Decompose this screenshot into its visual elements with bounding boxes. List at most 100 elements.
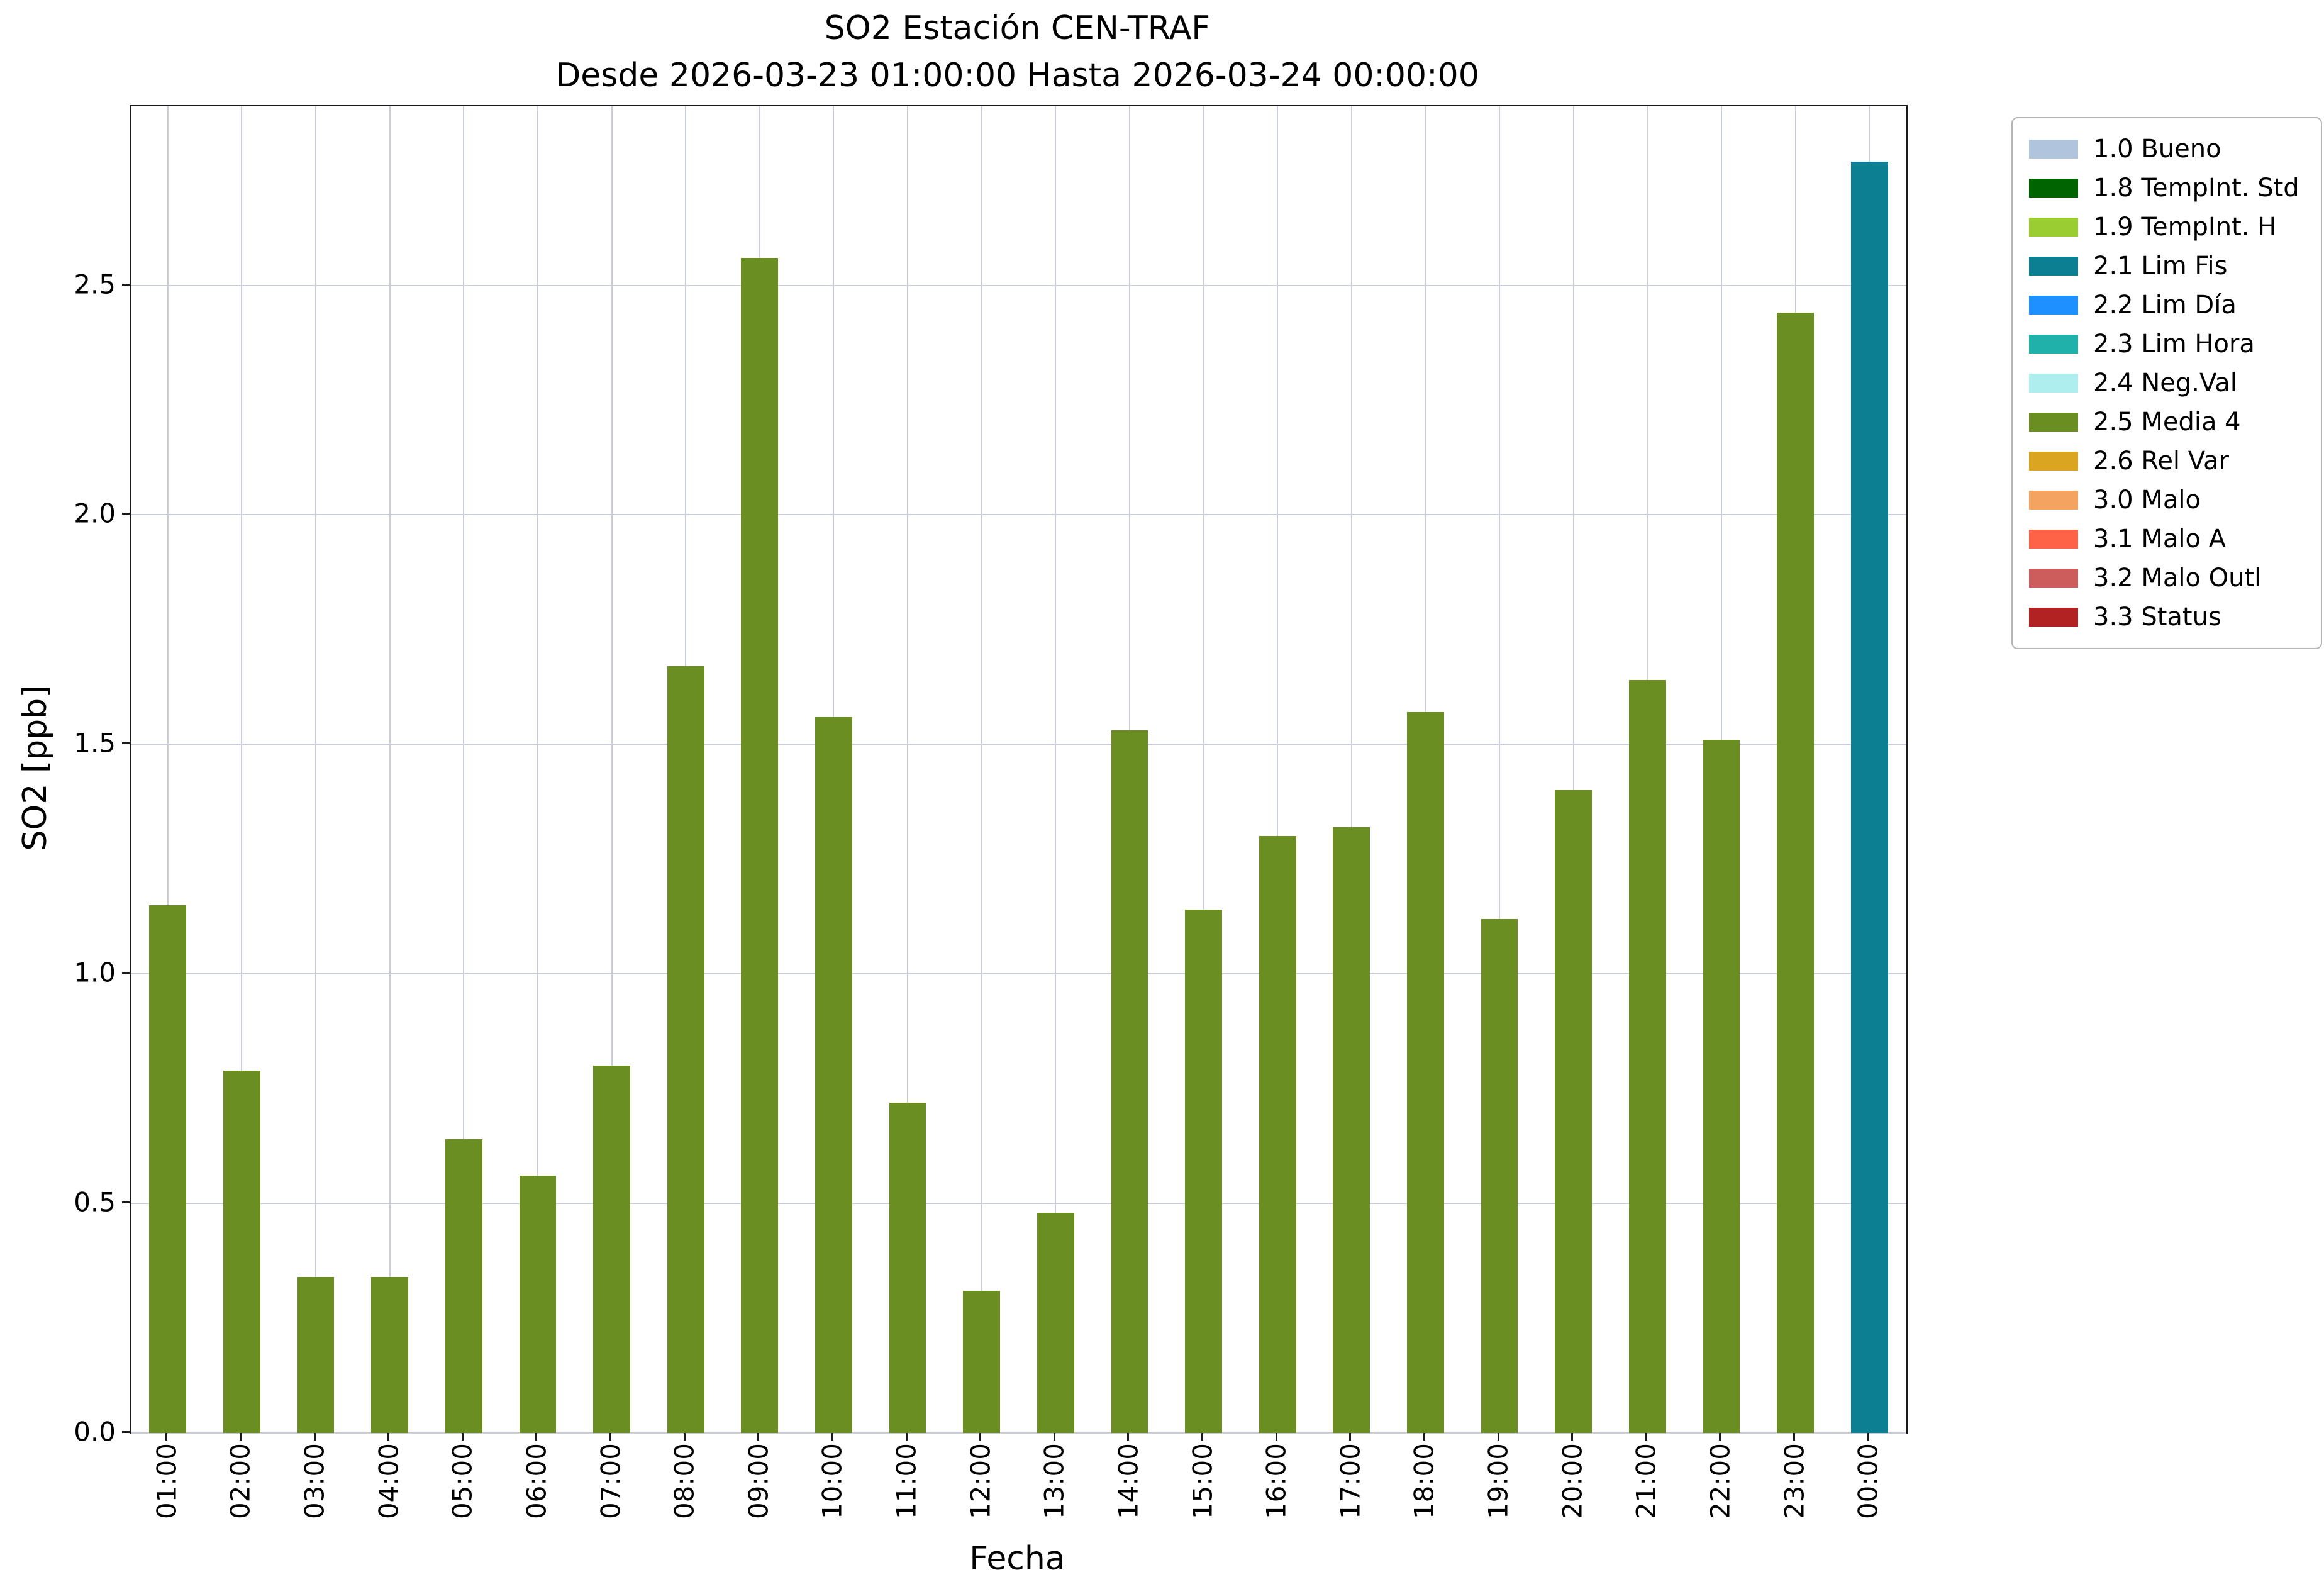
v-gridline [1572,106,1574,1433]
x-tick-mark [757,1433,760,1441]
legend-swatch-icon [2029,413,2078,432]
legend-label: 3.2 Malo Outl [2093,564,2262,593]
h-gridline [131,514,1906,516]
legend-label: 2.5 Media 4 [2093,408,2241,437]
x-tick-mark [831,1433,833,1441]
legend-label: 1.8 TempInt. Std [2093,174,2299,203]
legend-label: 2.4 Neg.Val [2093,369,2237,398]
bar [297,1276,335,1433]
x-tick-mark [979,1433,982,1441]
chart-title-line1: SO2 Estación CEN-TRAF [824,9,1211,47]
x-tick-label: 07:00 [595,1443,626,1520]
y-tick-mark [122,1431,130,1433]
legend-swatch-icon [2029,296,2078,315]
bar [1111,730,1148,1433]
legend-label: 2.6 Rel Var [2093,447,2229,476]
legend-label: 1.9 TempInt. H [2093,213,2277,242]
legend-item: 2.6 Rel Var [2029,442,2305,481]
legend-item: 3.0 Malo [2029,481,2305,520]
legend-label: 2.3 Lim Hora [2093,330,2255,359]
v-gridline [1055,106,1057,1433]
h-gridline [131,973,1906,975]
bar [371,1276,409,1433]
legend-swatch-icon [2029,374,2078,393]
x-tick-label: 04:00 [373,1443,404,1520]
bar [1777,313,1814,1433]
x-tick-mark [683,1433,686,1441]
legend-label: 3.0 Malo [2093,486,2201,515]
v-gridline [1277,106,1279,1433]
y-tick-label: 0.0 [74,1416,116,1447]
y-tick-mark [122,513,130,515]
bar [1407,712,1444,1433]
bar [1037,1212,1074,1433]
v-gridline [537,106,538,1433]
x-tick-label: 01:00 [151,1443,182,1520]
v-gridline [1350,106,1352,1433]
x-tick-mark [1349,1433,1352,1441]
x-tick-mark [1201,1433,1204,1441]
legend-swatch-icon [2029,491,2078,510]
v-gridline [907,106,909,1433]
bar [667,666,704,1433]
v-gridline [241,106,243,1433]
legend-item: 2.4 Neg.Val [2029,364,2305,403]
x-tick-label: 18:00 [1408,1443,1440,1520]
x-tick-mark [1053,1433,1055,1441]
v-gridline [389,106,391,1433]
bar [149,905,187,1433]
x-tick-mark [1127,1433,1130,1441]
x-tick-label: 17:00 [1335,1443,1366,1520]
chart-title: SO2 Estación CEN-TRAF Desde 2026-03-23 0… [130,5,1905,100]
v-gridline [1499,106,1501,1433]
legend-item: 3.3 Status [2029,598,2305,637]
x-tick-label: 08:00 [669,1443,700,1520]
x-tick-label: 03:00 [299,1443,330,1520]
legend-swatch-icon [2029,218,2078,237]
v-gridline [1203,106,1204,1433]
v-gridline [981,106,982,1433]
v-gridline [611,106,613,1433]
v-gridline [167,106,169,1433]
bar [1628,680,1666,1433]
x-tick-label: 13:00 [1038,1443,1070,1520]
x-tick-mark [387,1433,390,1441]
bar [1481,918,1518,1433]
bar [1333,827,1370,1433]
x-tick-label: 00:00 [1852,1443,1884,1520]
bar [1555,790,1593,1433]
bar [1185,910,1222,1433]
x-axis-label: Fecha [969,1540,1065,1578]
x-tick-label: 23:00 [1779,1443,1810,1520]
x-tick-label: 02:00 [225,1443,256,1520]
x-tick-label: 22:00 [1704,1443,1736,1520]
bar [889,1102,926,1433]
x-tick-mark [905,1433,908,1441]
legend-item: 2.2 Lim Día [2029,286,2305,325]
y-tick-mark [122,972,130,974]
y-tick-mark [122,742,130,745]
legend-item: 3.2 Malo Outl [2029,559,2305,598]
y-tick-mark [122,283,130,286]
x-tick-label: 09:00 [743,1443,774,1520]
x-tick-mark [239,1433,242,1441]
bar [1850,161,1888,1433]
bar [1259,836,1296,1433]
x-tick-mark [1571,1433,1574,1441]
x-tick-label: 21:00 [1630,1443,1662,1520]
h-gridline [131,1203,1906,1205]
h-gridline [131,284,1906,286]
y-tick-label: 2.5 [74,269,116,300]
x-tick-mark [165,1433,168,1441]
bar [815,716,852,1433]
x-tick-mark [609,1433,612,1441]
x-tick-label: 16:00 [1260,1443,1292,1520]
y-tick-label: 2.0 [74,498,116,529]
legend-swatch-icon [2029,335,2078,354]
bar [741,257,779,1433]
y-axis-label: SO2 [ppb] [16,685,54,851]
x-tick-mark [1275,1433,1277,1441]
legend-label: 2.1 Lim Fis [2093,252,2228,281]
legend-item: 2.3 Lim Hora [2029,325,2305,364]
x-tick-mark [1867,1433,1869,1441]
